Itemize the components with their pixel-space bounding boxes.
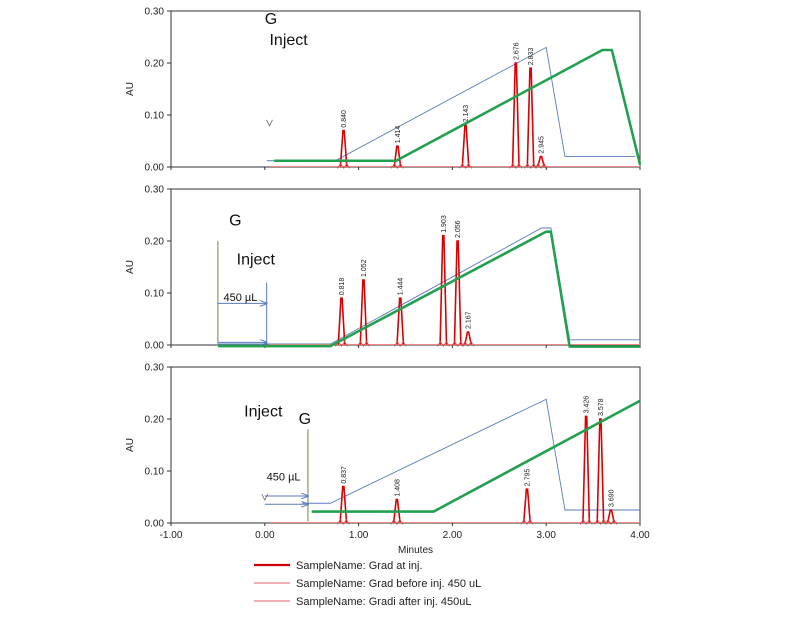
y-tick-label: 0.10	[145, 111, 165, 122]
peak-label: 2.833	[528, 48, 535, 66]
peak	[582, 415, 591, 523]
peak	[464, 331, 473, 345]
legend-entry: SampleName: Grad before inj. 450 uL	[296, 578, 481, 590]
gradient-outline-line	[266, 46, 636, 162]
y-tick-label: 0.00	[145, 341, 165, 352]
gradient-line	[274, 48, 642, 165]
integration-mark	[604, 518, 618, 525]
peak	[453, 240, 462, 345]
start-marker	[266, 119, 273, 127]
peak-label: 3.426	[584, 396, 591, 414]
annotation: Inject	[244, 403, 283, 420]
annotation: G	[229, 212, 241, 229]
annotation: 450 µL	[267, 471, 301, 483]
peak	[359, 279, 368, 345]
peak-label: 0.840	[341, 110, 348, 128]
plot-frame	[170, 366, 641, 524]
peak	[339, 129, 348, 167]
peak-label: 2.143	[463, 105, 470, 123]
y-tick-label: 0.20	[145, 237, 165, 248]
annotation: Inject	[269, 32, 308, 49]
legend-entry: SampleName: Gradi after inj. 450uL	[296, 596, 471, 608]
integration-mark	[524, 162, 537, 169]
chart-panel-2: 0.00 0.10 0.20 0.30 AU 0.818 1.052 1.444 1.903 2.…	[125, 185, 641, 352]
gradient-line	[217, 230, 640, 348]
plot-frame	[170, 10, 641, 168]
peak-label: 2.167	[466, 311, 473, 329]
integration-mark	[391, 162, 404, 169]
peak	[606, 509, 615, 523]
peak-label: 0.837	[341, 466, 348, 484]
peak	[522, 488, 531, 523]
integration-mark	[436, 340, 450, 347]
legend-entry: SampleName: Grad at inj.	[296, 560, 423, 572]
integration-mark	[459, 162, 472, 169]
y-tick-label: 0.10	[145, 289, 165, 300]
y-axis-title: AU	[125, 260, 136, 274]
peak-label: 2.676	[513, 42, 520, 60]
peak-label: 1.444	[398, 278, 405, 296]
y-axis-title: AU	[125, 438, 136, 452]
peak-label: 3.690	[608, 489, 615, 507]
peak-label: 2.945	[539, 136, 546, 154]
peak	[339, 485, 348, 523]
gradient-outline-line	[302, 398, 640, 511]
annotation: G	[265, 11, 277, 28]
integration-mark	[534, 162, 548, 169]
annotation: Inject	[237, 251, 276, 268]
peak	[393, 145, 402, 167]
x-tick-label: 0.00	[255, 530, 275, 541]
peak-label: 2.795	[524, 469, 531, 487]
peak-label: 1.408	[394, 479, 401, 497]
y-tick-label: 0.00	[145, 519, 165, 530]
annotation: G	[299, 411, 311, 428]
integration-mark	[336, 518, 350, 525]
y-tick-label: 0.20	[145, 59, 165, 70]
peak	[461, 124, 470, 167]
x-tick-label: -1.00	[160, 530, 183, 541]
peak	[511, 62, 520, 167]
peak	[526, 67, 535, 167]
annotation: 450 µL	[224, 292, 258, 304]
gradient-line	[311, 399, 641, 513]
start-marker	[261, 493, 269, 501]
peak	[537, 155, 546, 167]
peak	[439, 235, 448, 345]
x-tick-label: 1.00	[349, 530, 369, 541]
peak-label: 1.414	[395, 126, 402, 144]
peak	[337, 297, 346, 345]
chart-panel-3: 0.00 0.10 0.20 0.30 AU 0.837 1.408 2.795 3.426 3.…	[125, 363, 641, 530]
gradient-outline-line	[217, 227, 640, 345]
x-tick-label: 4.00	[630, 530, 650, 541]
peak-label: 2.056	[455, 220, 462, 238]
integration-mark	[461, 340, 475, 347]
integration-mark	[393, 340, 407, 347]
peak	[396, 297, 405, 345]
x-tick-label: 3.00	[536, 530, 556, 541]
peak-label: 3.578	[598, 398, 605, 416]
peak-label: 1.903	[441, 215, 448, 233]
y-axis-title: AU	[125, 82, 136, 96]
peak-label: 0.818	[339, 278, 346, 296]
y-tick-label: 0.20	[145, 415, 165, 426]
peak-label: 1.052	[361, 259, 368, 277]
integration-mark	[520, 518, 534, 525]
integration-mark	[594, 518, 607, 525]
x-axis-title: Minutes	[398, 545, 433, 556]
y-tick-label: 0.30	[145, 7, 165, 18]
y-tick-label: 0.30	[145, 185, 165, 196]
chart-panel-1: 0.00 0.10 0.20 0.30 AU 0.840 1.414 2.143 2.676 2.…	[125, 7, 642, 174]
y-tick-label: 0.00	[145, 163, 165, 174]
y-tick-label: 0.10	[145, 467, 165, 478]
y-tick-label: 0.30	[145, 363, 165, 374]
integration-mark	[357, 340, 370, 347]
x-tick-label: 2.00	[443, 530, 463, 541]
integration-mark	[579, 518, 593, 525]
peak	[596, 418, 605, 523]
integration-mark	[509, 162, 523, 169]
integration-mark	[337, 162, 350, 169]
integration-mark	[390, 518, 404, 525]
